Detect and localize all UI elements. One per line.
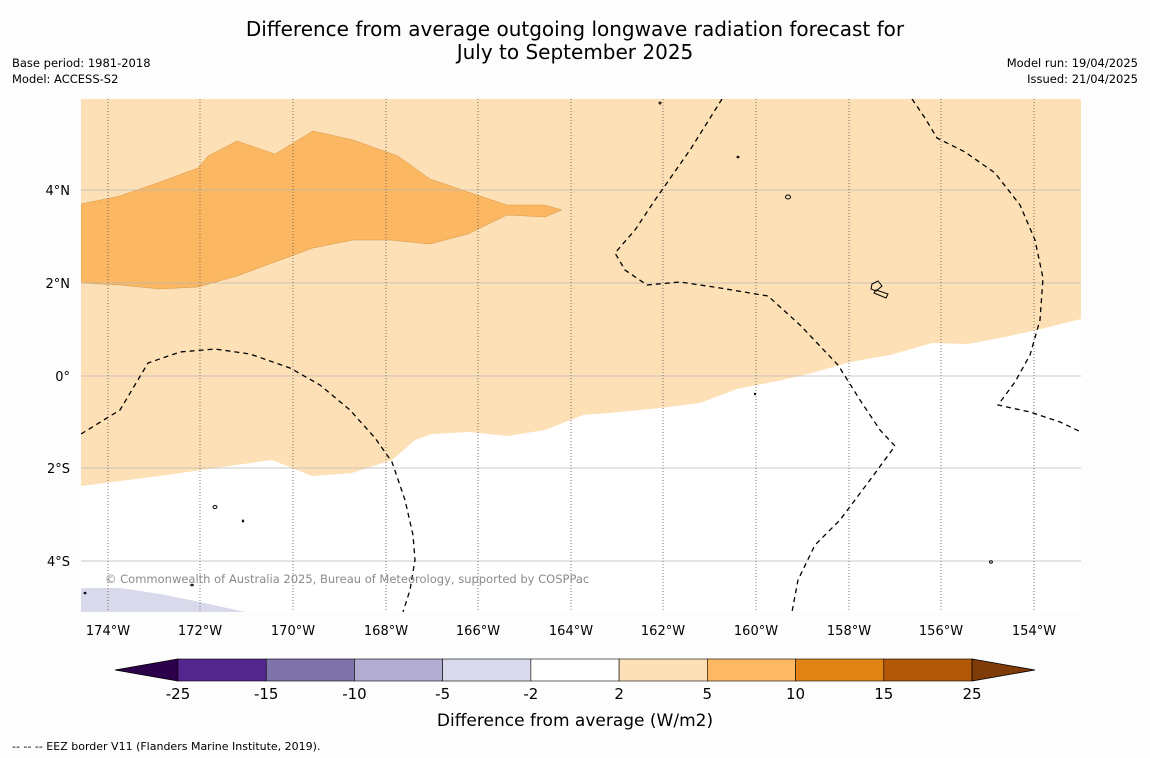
island (212, 505, 218, 509)
islands (83, 101, 993, 595)
anomaly-region-white (81, 319, 1081, 612)
lon-label: 156°W (919, 624, 963, 639)
colorbar-tick-label: -25 (166, 685, 191, 703)
latitude-gridlines (81, 189, 1081, 562)
anomaly-region-light-purple (81, 588, 245, 612)
lon-label: 168°W (364, 624, 408, 639)
colorbar-tick-label: -15 (254, 685, 279, 703)
island (736, 155, 740, 159)
lon-label: 166°W (456, 624, 500, 639)
base-info: Base period: 1981-2018 Model: ACCESS-S2 (12, 55, 151, 87)
lon-label: 160°W (734, 624, 778, 639)
colorbar-tick-label: 2 (614, 685, 624, 703)
title-line-2: July to September 2025 (456, 40, 694, 64)
colorbar-title: Difference from average (W/m2) (437, 711, 713, 731)
colorbar-tick-label: 10 (786, 685, 805, 703)
colorbar-segment (530, 658, 620, 682)
island (753, 392, 757, 396)
colorbar-tick-label: 5 (703, 685, 713, 703)
issued-text: Issued: 21/04/2025 (1027, 72, 1138, 86)
colorbar-over-arrow (971, 658, 1036, 682)
lat-label: 4°N (46, 184, 71, 199)
colorbar-tick-label: -5 (435, 685, 450, 703)
island (658, 101, 662, 105)
island (241, 519, 245, 523)
island (989, 560, 993, 564)
latitude-labels: 4°N 2°N 0° 2°S 4°S (46, 184, 71, 570)
colorbar-tick-label: -2 (523, 685, 538, 703)
lat-label: 4°S (47, 555, 70, 570)
title-line-1: Difference from average outgoing longwav… (245, 17, 905, 41)
island (785, 194, 791, 200)
chart-title: Difference from average outgoing longwav… (0, 18, 1150, 64)
lon-label: 174°W (86, 624, 130, 639)
island (870, 280, 883, 292)
island (873, 289, 889, 299)
lon-label: 164°W (549, 624, 593, 639)
lat-label: 0° (55, 370, 70, 385)
lat-label: 2°S (47, 462, 70, 477)
island (83, 591, 87, 595)
lon-label: 158°W (827, 624, 871, 639)
colorbar-tick-label: 25 (962, 685, 981, 703)
model-text: Model: ACCESS-S2 (12, 72, 119, 86)
colorbar-tick-labels: -25 -15 -10 -5 -2 2 5 10 15 25 (166, 685, 982, 703)
island (190, 583, 194, 587)
colorbar-segment (265, 658, 355, 682)
colorbar-segment (883, 658, 973, 682)
eez-border-central (614, 99, 896, 612)
colorbar-segment (795, 658, 885, 682)
lat-label: 2°N (46, 277, 71, 292)
colorbar-under-arrow (114, 658, 179, 682)
colorbar-segment (618, 658, 708, 682)
lon-label: 154°W (1012, 624, 1056, 639)
lon-label: 172°W (178, 624, 222, 639)
model-run-text: Model run: 19/04/2025 (1006, 56, 1138, 70)
colorbar-segment (707, 658, 796, 682)
eez-border-west (81, 348, 416, 612)
colorbar: -25 -15 -10 -5 -2 2 5 10 15 25 Difference from av… (114, 658, 1036, 731)
colorbar-segments (177, 658, 973, 682)
eez-legend-note: -- -- -- EEZ border V11 (Flanders Marine… (12, 740, 321, 753)
copyright-text: © Commonwealth of Australia 2025, Bureau… (105, 572, 589, 586)
lon-label: 170°W (271, 624, 315, 639)
colorbar-segment (442, 658, 532, 682)
colorbar-tick-label: -10 (342, 685, 367, 703)
eez-border-east (911, 99, 1081, 433)
eez-borders (81, 99, 1081, 612)
colorbar-segment (354, 658, 443, 682)
base-period-text: Base period: 1981-2018 (12, 56, 151, 70)
longitude-labels: 174°W 172°W 170°W 168°W 166°W 164°W 162°… (86, 624, 1056, 639)
lon-label: 162°W (641, 624, 685, 639)
anomaly-region-orange (81, 130, 563, 290)
colorbar-segment (177, 658, 267, 682)
run-info: Model run: 19/04/2025 Issued: 21/04/2025 (1007, 55, 1138, 87)
map-panel: © Commonwealth of Australia 2025, Bureau… (81, 99, 1081, 612)
colorbar-tick-label: 15 (874, 685, 893, 703)
